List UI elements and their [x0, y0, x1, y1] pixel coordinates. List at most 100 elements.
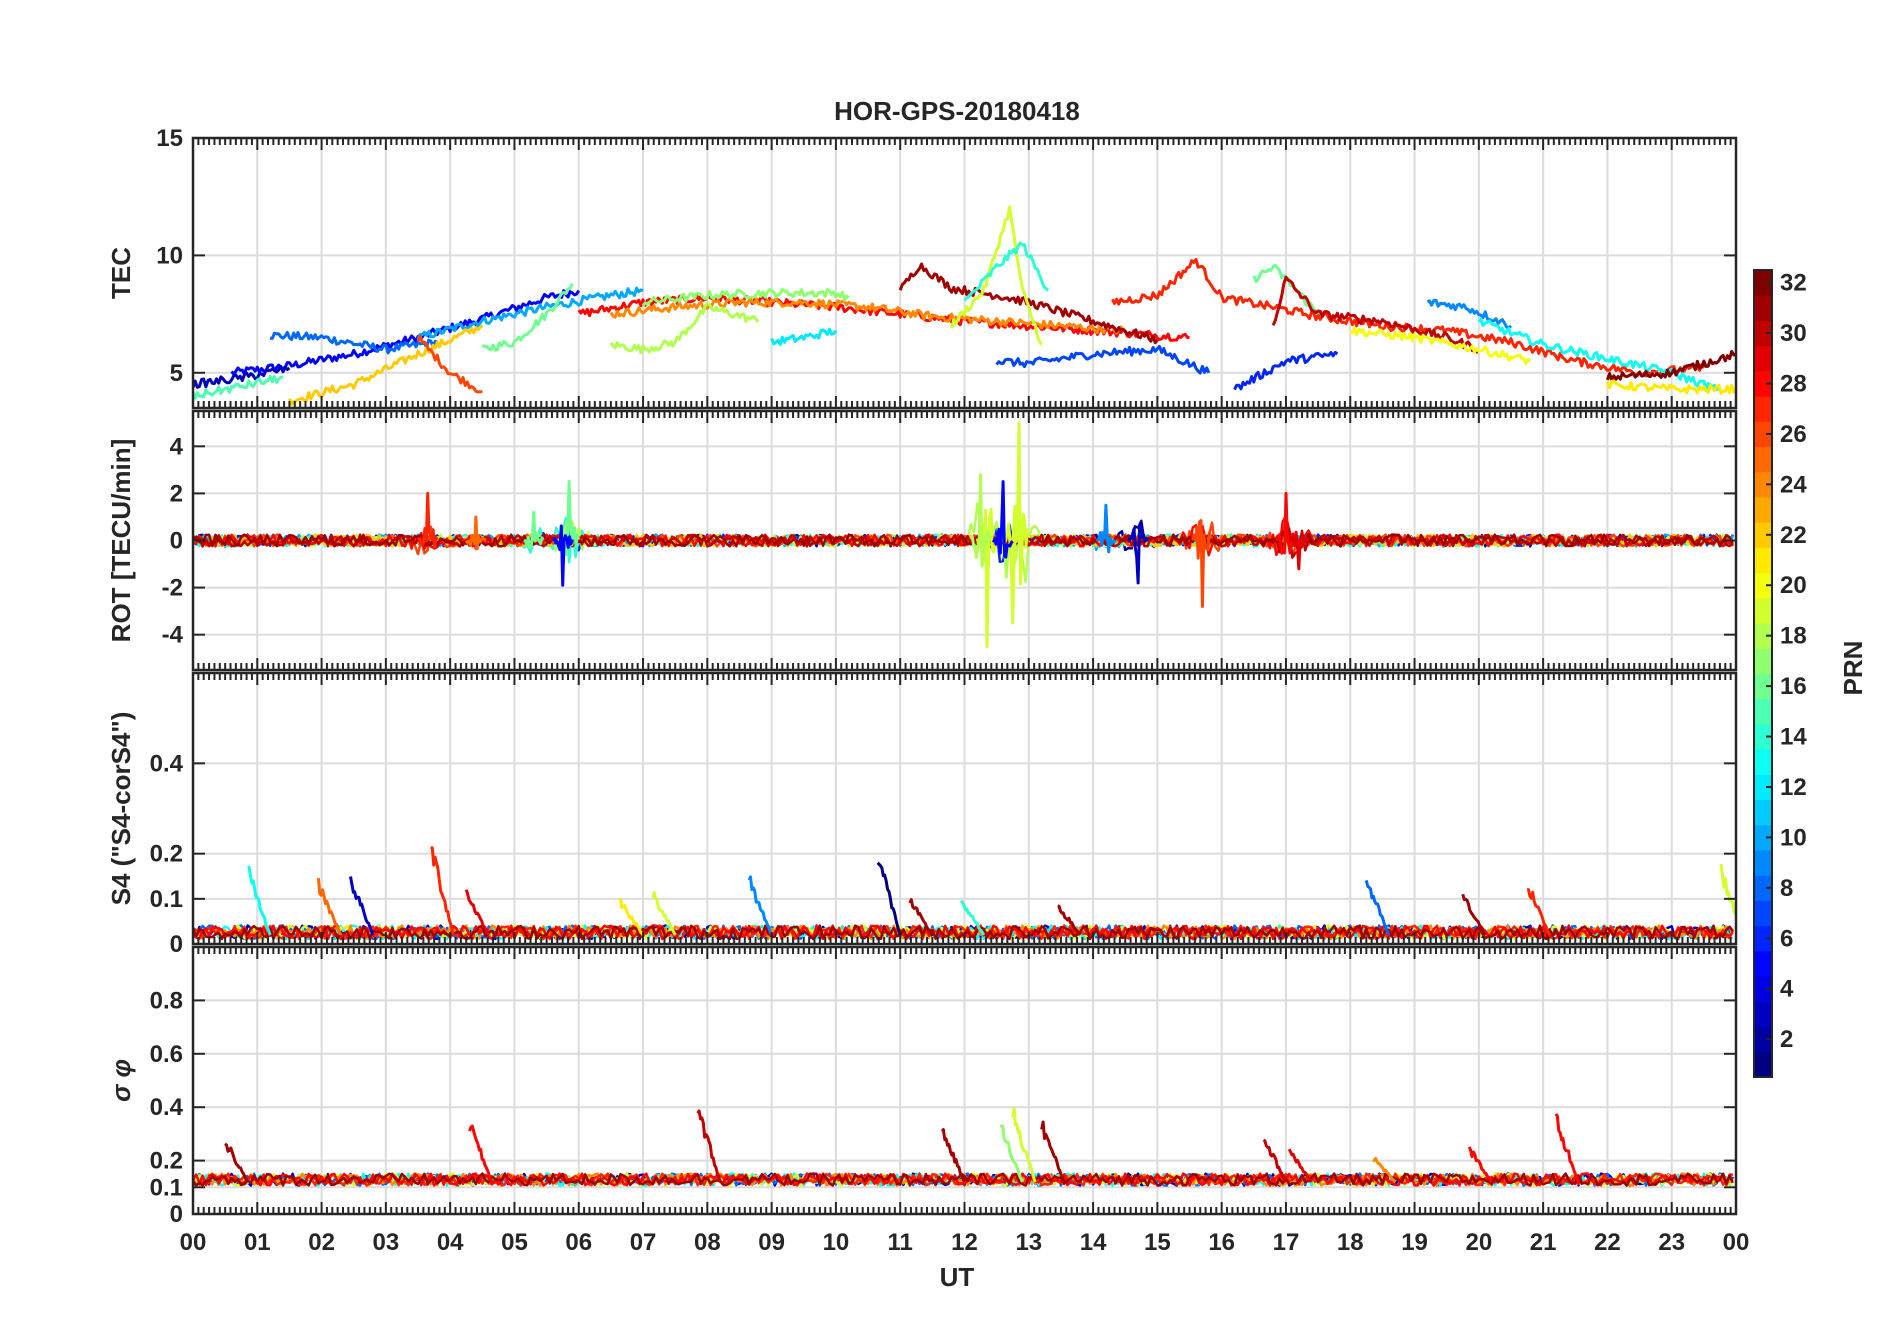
rot-burst-prn26 [1191, 519, 1214, 608]
tec-series-prn5 [230, 289, 581, 376]
colorbar-segment [1754, 421, 1772, 448]
y-tick-label-rot: -2 [162, 575, 183, 602]
colorbar-segment [1754, 875, 1772, 901]
colorbar-segment [1754, 976, 1772, 1002]
x-tick-label: 10 [823, 1229, 850, 1256]
panel-sigma_phi: 0.8 0.6 0.4 0.20.10 σ φ [106, 945, 1738, 1228]
panel-rot: 4 2 0 -2 -4 ROT [TECU/min] [106, 409, 1738, 672]
sigma_phi-peak-prn30 [1262, 1138, 1288, 1183]
x-tick-label: 06 [565, 1229, 592, 1256]
colorbar-segment [1754, 320, 1772, 347]
x-tick-label: 23 [1658, 1229, 1685, 1256]
grid-s4 [193, 673, 1736, 945]
colorbar-tick-label: 18 [1780, 623, 1807, 650]
series-tec [193, 205, 1736, 406]
x-tick-label: 00 [1723, 1229, 1750, 1256]
sigma_phi-peak-prn28 [1467, 1146, 1493, 1183]
colorbar-tick-label: 22 [1780, 522, 1807, 549]
x-tick-label: 15 [1144, 1229, 1171, 1256]
chart-title: HOR-GPS-20180418 [834, 96, 1080, 126]
x-tick-label: 02 [308, 1229, 335, 1256]
colorbar-segment [1754, 648, 1772, 674]
colorbar-tick-label: 28 [1780, 370, 1807, 397]
colorbar-frame [1753, 269, 1773, 1078]
y-tick-label-rot: 4 [170, 433, 184, 460]
x-tick-label: 03 [373, 1229, 400, 1256]
y-tick-label-tec: 5 [170, 360, 183, 387]
y-tick-label-sigma_phi: 0.4 [150, 1094, 184, 1121]
colorbar-segment [1754, 1051, 1772, 1078]
colorbar-tick-label: 14 [1780, 724, 1807, 751]
y-tick-label-rot: -4 [162, 622, 184, 649]
sigma_phi-peak-prn28 [1554, 1113, 1580, 1183]
y-tick-label-sigma_phi: 0 [170, 1201, 183, 1228]
y-axis-label-sigma: σ φ [106, 1059, 136, 1102]
colorbar-segment [1754, 850, 1772, 876]
tec-series-prn32 [1605, 349, 1736, 382]
colorbar-segment [1754, 749, 1772, 775]
sigma_phi-peak-prn29 [1287, 1148, 1313, 1183]
sigma_phi-peak-prn17 [999, 1124, 1024, 1183]
x-tick-label: 08 [694, 1229, 721, 1256]
x-tick-label: 14 [1080, 1229, 1107, 1256]
colorbar-segment [1754, 295, 1772, 321]
s4-peak-prn21 [619, 897, 645, 936]
x-tick-label: 07 [630, 1229, 657, 1256]
x-tick-label: 22 [1594, 1229, 1621, 1256]
y-tick-label-rot: 2 [170, 480, 183, 507]
colorbar-segment [1754, 270, 1772, 296]
y-tick-label-s4: 0 [170, 931, 183, 958]
s4-peak-prn29 [464, 889, 491, 936]
rot-series-prn28 [193, 514, 1733, 557]
x-tick-label: 09 [758, 1229, 785, 1256]
ticks-rot [192, 411, 1737, 670]
rot-burst-prn9 [1095, 503, 1117, 554]
rot-burst-prn3 [1127, 523, 1150, 585]
sigma_phi-peak-prn31 [224, 1142, 249, 1183]
x-tick-label: 17 [1273, 1229, 1300, 1256]
rot-burst-prn16 [523, 510, 545, 549]
colorbar-tick-label: 32 [1780, 270, 1807, 297]
colorbar-tick-label: 10 [1780, 824, 1807, 851]
y-tick-label-sigma_phi: 0.1 [150, 1174, 183, 1201]
colorbar-segment [1754, 774, 1772, 801]
colorbar-segment [1754, 623, 1772, 649]
tec-series-prn7 [995, 345, 1211, 375]
sigma_phi-peak-prn31 [940, 1128, 966, 1183]
s4-peak-prn27 [1527, 888, 1551, 936]
colorbar-segment [1754, 698, 1772, 725]
x-tick-label: 13 [1015, 1229, 1042, 1256]
rot-burst-prn18 [969, 473, 992, 568]
colorbar-segment [1754, 547, 1772, 574]
tec-series-prn24 [609, 297, 1126, 335]
x-tick-labels: 00 01 02 03 04 05 06 07 08 09 10 11 12 13 14 15 16 17 18 19… [180, 1229, 1750, 1256]
sigma_phi-peak-prn19 [1011, 1106, 1037, 1183]
sigma_phi-peak-prn28 [468, 1124, 494, 1183]
colorbar-segment [1754, 723, 1772, 750]
s4-peak-prn19 [651, 891, 677, 936]
tec-series-prn21 [1605, 379, 1736, 395]
colorbar-tick-label: 26 [1780, 421, 1807, 448]
colorbar-segment [1754, 900, 1772, 927]
s4-peak-prn27 [429, 845, 455, 936]
s4-peak-prn31 [1461, 893, 1487, 936]
panel-tec: 5 10 15 TEC [106, 125, 1738, 410]
rot-burst-prn27 [417, 491, 439, 550]
y-tick-label-sigma_phi: 0.2 [150, 1148, 183, 1175]
s4-peak-prn3 [349, 876, 375, 936]
tec-series-prn6 [1233, 350, 1339, 391]
tec-series-prn14 [963, 241, 1050, 302]
colorbar-segment [1754, 471, 1772, 498]
tec-series-prn19 [950, 205, 1043, 346]
tec-series-prn9 [1426, 298, 1513, 330]
y-tick-label-sigma_phi: 0.8 [150, 987, 183, 1014]
y-tick-label-tec: 10 [156, 242, 183, 269]
colorbar-tick-label: 30 [1780, 320, 1807, 347]
ticks-sigma_phi [192, 947, 1737, 1215]
sigma_phi-peak-prn31 [1040, 1120, 1066, 1183]
y-tick-label-tec: 15 [156, 125, 183, 152]
colorbar-segment [1754, 673, 1772, 700]
rot-burst-prn5 [991, 480, 1014, 559]
colorbar-segment [1754, 824, 1772, 851]
